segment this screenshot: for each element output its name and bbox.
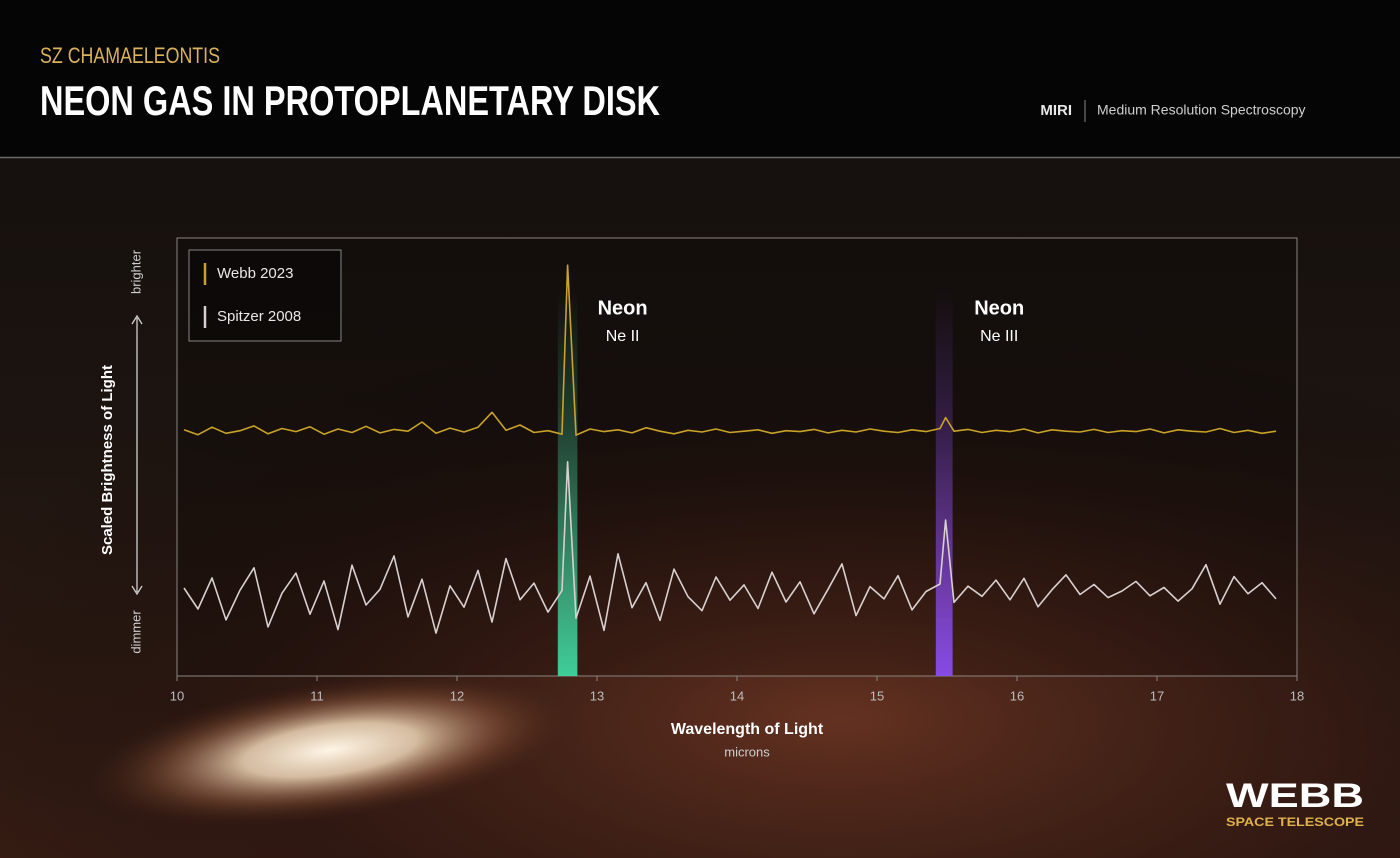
x-tick-label: 18 [1290,688,1304,703]
x-tick-label: 17 [1150,688,1164,703]
x-tick-label: 15 [870,688,884,703]
y-axis-label: Scaled Brightness of Light [99,365,116,555]
y-arrow [131,314,143,596]
title: NEON GAS IN PROTOPLANETARY DISK [40,77,660,124]
legend-label: Spitzer 2008 [217,308,301,325]
disk-glow [82,672,578,828]
brand-name: WEBB [1226,777,1364,815]
header-bar [0,0,1400,157]
annotation-sublabel: Ne II [606,328,640,345]
annotation-sublabel: Ne III [980,328,1018,345]
annotation-label: Neon [974,297,1024,319]
mode: Medium Resolution Spectroscopy [1097,102,1306,118]
brand-tagline: SPACE TELESCOPE [1226,815,1364,829]
subtitle: SZ CHAMAELEONTIS [40,43,220,68]
legend-box [188,249,342,342]
x-axis-label: Wavelength of Light [671,721,824,738]
highlight-band [935,288,953,676]
spectrum-line [183,264,1277,436]
x-tick-label: 13 [590,688,604,703]
plot: Neon Ne II Neon Ne III 10 11 12 13 14 15 16 17 18 Web… [170,249,1304,703]
plot-frame [176,237,1298,677]
highlight-band [557,288,578,676]
x-tick-label: 16 [1010,688,1024,703]
spectrum-line [183,461,1277,634]
y-high-label: brighter [128,249,143,294]
legend-label: Webb 2023 [217,265,293,282]
x-axis-unit: microns [724,744,770,759]
x-tick-label: 14 [730,688,744,703]
annotation-label: Neon [598,297,648,319]
y-low-label: dimmer [128,610,143,654]
x-tick-label: 12 [450,688,464,703]
instrument: MIRI [1040,102,1072,119]
x-tick-label: 10 [170,688,184,703]
x-tick-label: 11 [310,688,324,703]
